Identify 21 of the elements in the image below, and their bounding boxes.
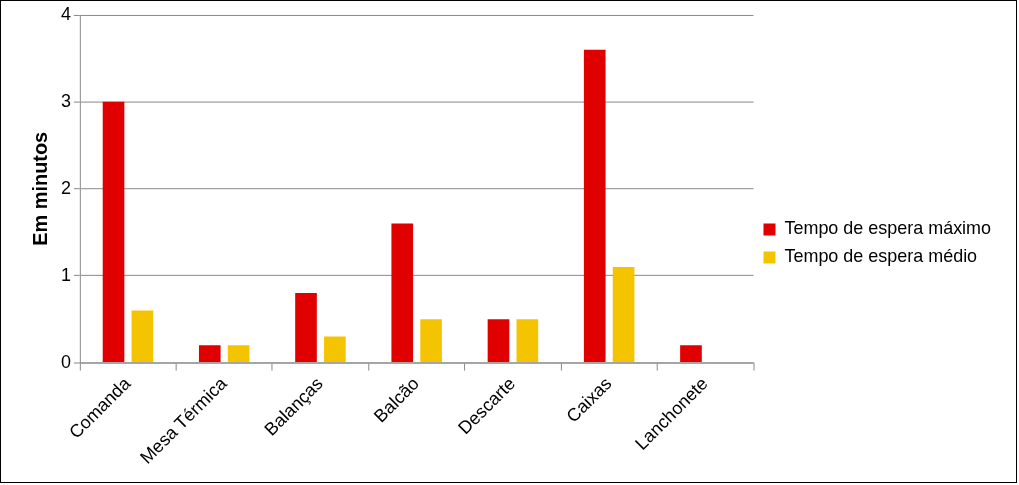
- bar: [487, 319, 510, 363]
- y-axis-title: Em minutos: [29, 131, 52, 246]
- y-tick-label: 2: [60, 177, 71, 198]
- legend-label: Tempo de espera máximo: [784, 218, 992, 239]
- bar: [420, 319, 442, 363]
- legend-label: Tempo de espera médio: [784, 246, 978, 267]
- bar: [324, 336, 346, 363]
- bar: [391, 223, 414, 363]
- y-tick-label: 3: [60, 90, 71, 111]
- bar: [131, 310, 154, 363]
- bar: [102, 101, 125, 363]
- bar: [227, 345, 250, 363]
- bar: [516, 319, 539, 363]
- bar: [198, 345, 221, 363]
- bar: [295, 293, 317, 363]
- y-tick-label: 0: [60, 351, 71, 372]
- y-tick-label: 1: [60, 264, 71, 285]
- bar: [612, 266, 635, 363]
- bar: [583, 49, 606, 363]
- y-tick-label: 4: [60, 3, 71, 24]
- bar: [680, 345, 702, 363]
